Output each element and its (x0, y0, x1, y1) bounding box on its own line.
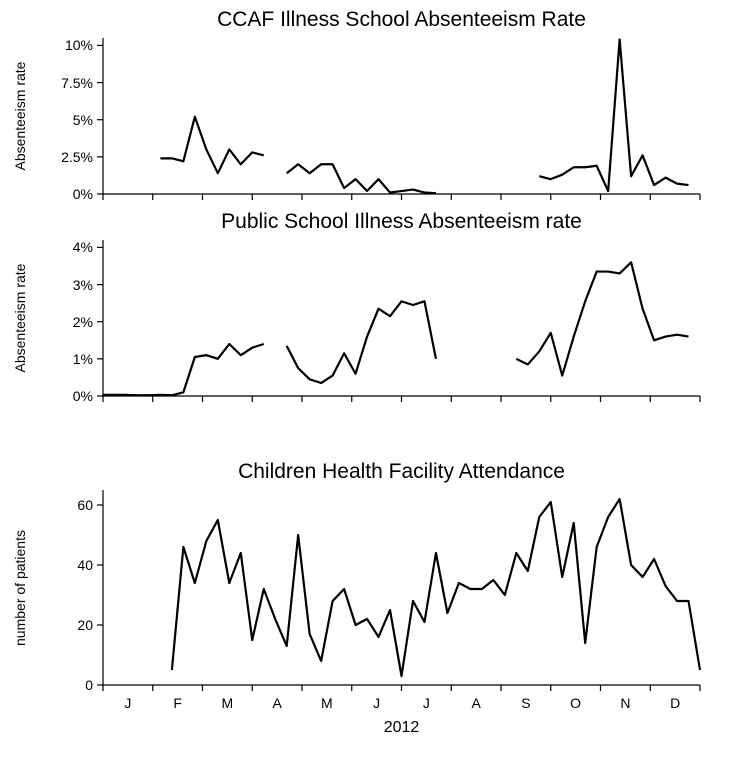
x-tick-label: M (222, 695, 234, 711)
data-line-ccaf-0 (160, 117, 263, 173)
x-axis-label: 2012 (384, 719, 420, 737)
x-tick-label: J (124, 695, 131, 711)
data-line-ccaf-1 (287, 164, 436, 193)
y-tick-label: 0% (73, 186, 93, 202)
x-tick-label: M (321, 695, 333, 711)
y-tick-label: 20 (77, 617, 93, 633)
y-tick-label: 40 (77, 557, 93, 573)
y-tick-label: 2% (73, 314, 93, 330)
panel-title-health: Children Health Facility Attendance (238, 460, 565, 484)
data-line-public-0 (103, 344, 264, 395)
y-axis-label-ccaf: Absenteeism rate (12, 62, 28, 171)
y-tick-label: 3% (73, 277, 93, 293)
data-line-health-0 (172, 499, 700, 676)
x-tick-label: N (620, 695, 630, 711)
y-tick-label: 0% (73, 388, 93, 404)
y-tick-label: 10% (65, 37, 93, 53)
y-tick-label: 1% (73, 351, 93, 367)
y-tick-label: 2.5% (61, 149, 93, 165)
y-tick-label: 0 (85, 677, 93, 693)
x-tick-label: A (272, 695, 281, 711)
data-line-public-2 (516, 262, 688, 375)
y-tick-label: 7.5% (61, 75, 93, 91)
figure-container: { "figure": { "width": 736, "height": 76… (0, 0, 736, 764)
data-line-public-1 (287, 301, 436, 383)
y-tick-label: 5% (73, 112, 93, 128)
data-line-ccaf-2 (539, 39, 688, 191)
panel-title-public: Public School Illness Absenteeism rate (221, 210, 582, 234)
y-axis-label-health: number of patients (12, 530, 28, 646)
x-tick-label: S (521, 695, 530, 711)
x-tick-label: O (570, 695, 581, 711)
y-axis-label-public: Absenteeism rate (12, 264, 28, 373)
y-tick-label: 4% (73, 239, 93, 255)
x-tick-label: J (423, 695, 430, 711)
y-tick-label: 60 (77, 497, 93, 513)
panel-title-ccaf: CCAF Illness School Absenteeism Rate (217, 8, 586, 32)
x-tick-label: D (670, 695, 680, 711)
x-tick-label: A (471, 695, 480, 711)
x-tick-label: J (373, 695, 380, 711)
x-tick-label: F (173, 695, 182, 711)
